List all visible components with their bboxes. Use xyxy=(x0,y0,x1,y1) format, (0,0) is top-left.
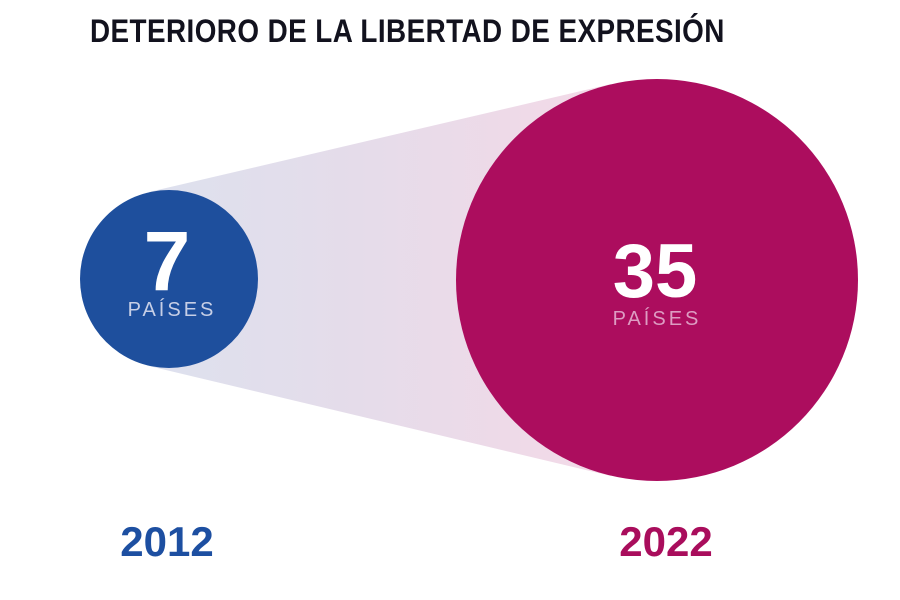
bubble-2022-caption: PAÍSES xyxy=(612,308,702,330)
bubble-2022-value: 35 xyxy=(612,229,698,314)
chart-title: DETERIORO DE LA LIBERTAD DE EXPRESIÓN xyxy=(90,13,725,49)
year-label-2012: 2012 xyxy=(120,518,214,565)
bubble-2012-caption: PAÍSES xyxy=(127,299,217,321)
bubble-2012-value: 7 xyxy=(143,214,191,308)
year-label-2022: 2022 xyxy=(619,518,713,565)
bubble-2022-circle xyxy=(456,79,858,481)
bubble-2012-circle xyxy=(80,190,258,368)
